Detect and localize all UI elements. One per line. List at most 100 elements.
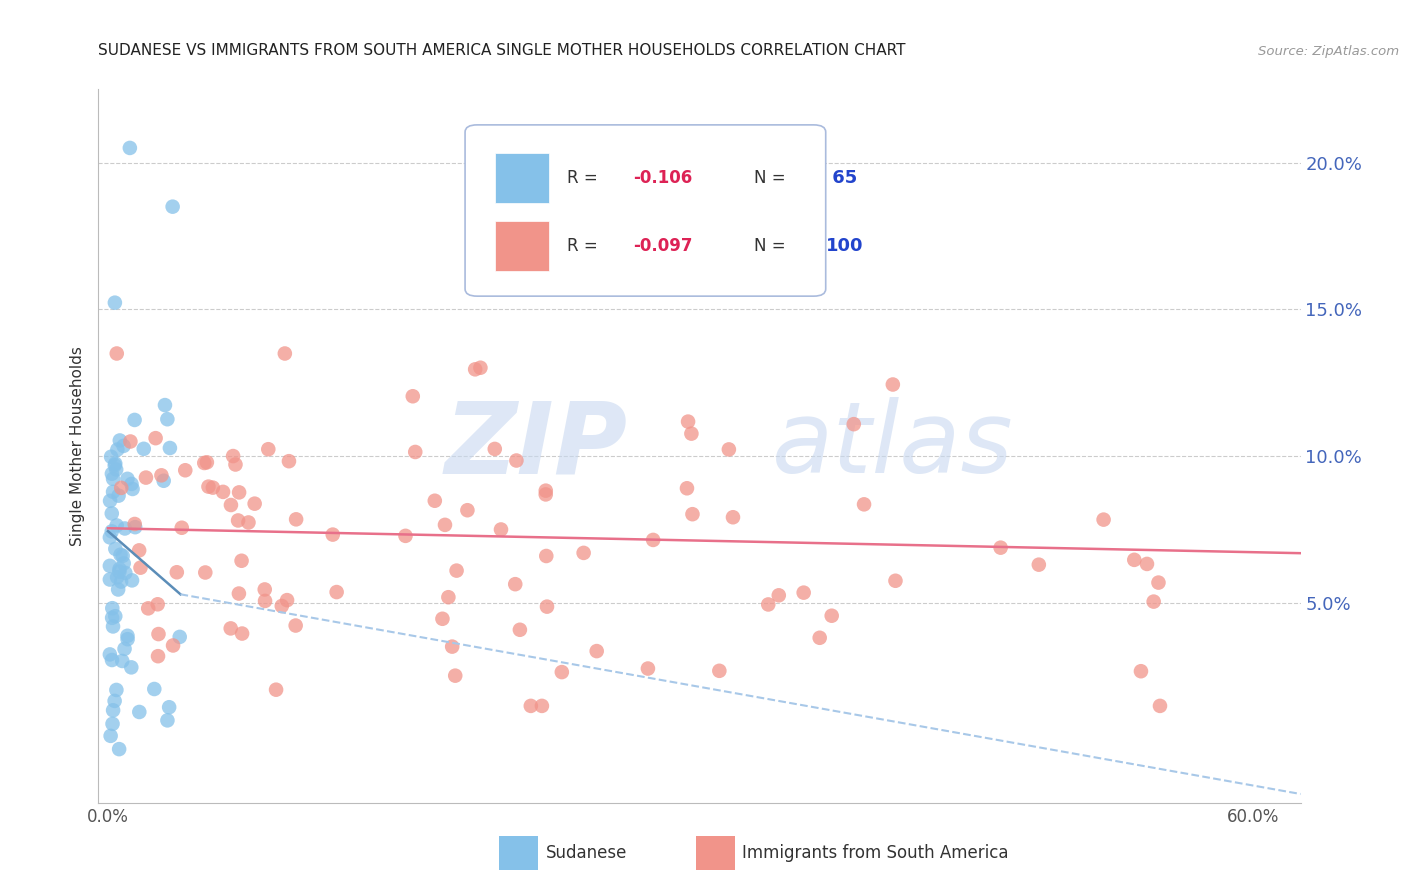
Point <box>162 200 184 214</box>
Point <box>118 141 141 155</box>
Point <box>105 518 128 533</box>
Point <box>224 458 246 472</box>
Point <box>101 601 124 615</box>
Point <box>1149 698 1171 713</box>
Point <box>124 413 146 427</box>
Point <box>169 630 191 644</box>
Point <box>121 477 143 491</box>
Point <box>197 480 219 494</box>
Point <box>101 716 124 731</box>
Point <box>231 626 253 640</box>
Point <box>793 585 815 599</box>
Point <box>768 588 790 602</box>
Point <box>100 729 122 743</box>
Point <box>446 564 468 578</box>
Point <box>530 698 553 713</box>
Point <box>404 445 426 459</box>
Point <box>150 468 173 483</box>
Point <box>101 472 124 486</box>
Text: ZIP: ZIP <box>444 398 627 494</box>
Point <box>470 360 492 375</box>
Point <box>503 577 526 591</box>
Point <box>990 541 1012 555</box>
Point <box>222 449 245 463</box>
Point <box>107 489 129 503</box>
Point <box>100 524 122 539</box>
Point <box>432 612 454 626</box>
Text: R =: R = <box>567 237 603 255</box>
Point <box>114 521 136 535</box>
Point <box>136 601 159 615</box>
Point <box>195 455 218 469</box>
Point <box>853 497 876 511</box>
Y-axis label: Single Mother Households: Single Mother Households <box>70 346 86 546</box>
Point <box>112 557 135 571</box>
Point <box>322 527 344 541</box>
Point <box>166 566 188 580</box>
Point <box>159 441 181 455</box>
Point <box>114 641 136 656</box>
Point <box>270 599 292 613</box>
Point <box>1143 594 1166 608</box>
Point <box>105 462 128 476</box>
Point <box>585 644 607 658</box>
Point <box>756 598 779 612</box>
Point <box>231 554 253 568</box>
Point <box>284 618 307 632</box>
Point <box>534 483 557 498</box>
Text: 100: 100 <box>825 237 863 255</box>
Point <box>676 415 699 429</box>
Point <box>104 457 127 471</box>
Point <box>101 619 124 633</box>
Point <box>128 543 150 558</box>
Point <box>156 714 179 728</box>
Point <box>121 574 143 588</box>
Text: -0.097: -0.097 <box>633 237 693 255</box>
Point <box>117 472 139 486</box>
Point <box>219 621 242 635</box>
Point <box>101 653 124 667</box>
Point <box>143 681 166 696</box>
Point <box>285 512 308 526</box>
Point <box>505 453 527 467</box>
Point <box>105 346 128 360</box>
Point <box>117 632 139 647</box>
Point <box>278 454 301 468</box>
Point <box>104 541 127 556</box>
Point <box>148 627 170 641</box>
Point <box>682 507 704 521</box>
Point <box>572 546 595 560</box>
Point <box>264 682 287 697</box>
Point <box>101 467 124 481</box>
Point <box>509 623 531 637</box>
Point <box>100 450 122 464</box>
Text: Sudanese: Sudanese <box>546 844 627 862</box>
Point <box>98 558 121 573</box>
Point <box>437 591 460 605</box>
Text: R =: R = <box>567 169 603 187</box>
Point <box>464 362 486 376</box>
Point <box>105 442 128 457</box>
Point <box>717 442 740 457</box>
Point <box>111 549 134 563</box>
Point <box>110 574 132 589</box>
Text: 65: 65 <box>825 169 858 187</box>
Point <box>110 548 132 562</box>
Point <box>325 585 347 599</box>
Point <box>108 434 131 448</box>
Point <box>105 682 128 697</box>
Point <box>1092 513 1115 527</box>
Point <box>104 458 127 473</box>
Point <box>104 609 127 624</box>
Point <box>394 529 416 543</box>
Point <box>484 442 506 456</box>
Bar <box>495 153 550 203</box>
Point <box>884 574 907 588</box>
Point <box>108 562 131 576</box>
Text: -0.106: -0.106 <box>633 169 693 187</box>
Point <box>212 484 235 499</box>
Point <box>194 566 217 580</box>
Point <box>842 417 865 432</box>
Point <box>110 481 132 495</box>
Point <box>157 700 180 714</box>
